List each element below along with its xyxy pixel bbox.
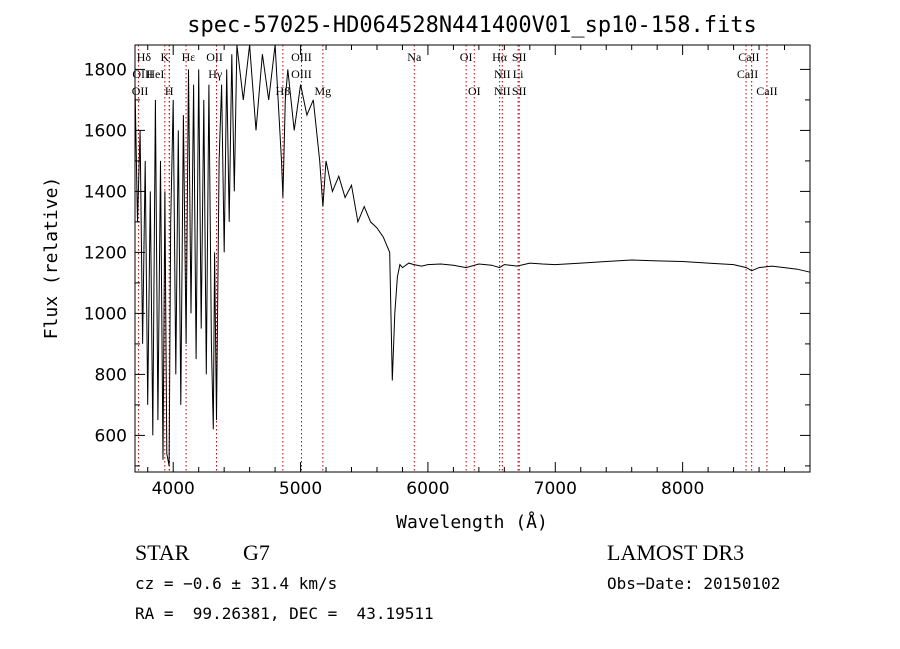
plot-frame <box>134 44 811 473</box>
line-label: HeI <box>146 67 164 81</box>
line-label: H <box>165 84 174 98</box>
line-label: OII <box>206 50 223 64</box>
line-label: CaII <box>738 50 759 64</box>
y-tick-label-2: 1000 <box>84 304 127 324</box>
line-label: CaII <box>737 67 758 81</box>
y-tick-label-6: 1800 <box>84 60 127 80</box>
line-label: OIII <box>291 67 312 81</box>
chart-title: spec-57025-HD064528N441400V01_sp10-158.f… <box>187 13 757 38</box>
line-label: Hα <box>492 50 508 64</box>
line-label: SII <box>512 50 527 64</box>
class-label: STAR <box>135 540 190 565</box>
line-label: Hβ <box>275 84 290 98</box>
obs-date-label: Obs−Date: 20150102 <box>607 574 781 593</box>
y-tick-label-5: 1600 <box>84 121 127 141</box>
line-label: Na <box>407 50 422 64</box>
line-label: OI <box>460 50 473 64</box>
line-label: Hγ <box>208 67 223 81</box>
line-label: NII <box>494 67 511 81</box>
line-label: SII <box>512 84 527 98</box>
line-label: Hδ <box>137 50 152 64</box>
line-label: OII <box>132 84 149 98</box>
spectrum-series <box>134 44 811 466</box>
line-label: Mg <box>315 84 332 98</box>
x-tick-label-3: 7000 <box>534 479 577 499</box>
x-axis-label: Wavelength (Å) <box>396 511 548 533</box>
subclass-label: G7 <box>243 540 270 565</box>
line-label: Li <box>513 67 524 81</box>
x-tick-label-0: 4000 <box>152 479 195 499</box>
y-tick-label-0: 600 <box>95 426 127 446</box>
y-tick-label-1: 800 <box>95 365 127 385</box>
line-label: CaII <box>756 84 777 98</box>
line-label: OI <box>468 84 481 98</box>
line-label: NII <box>494 84 511 98</box>
x-tick-label-2: 6000 <box>406 479 449 499</box>
redshift-label: cz = −0.6 ± 31.4 km/s <box>135 574 338 593</box>
x-tick-label-1: 5000 <box>279 479 322 499</box>
line-label: OIII <box>291 50 312 64</box>
coords-label: RA = 99.26381, DEC = 43.19511 <box>135 604 434 623</box>
y-tick-label-3: 1200 <box>84 243 127 263</box>
line-label: K <box>160 50 169 64</box>
line-label: Hε <box>182 50 196 64</box>
y-tick-label-4: 1400 <box>84 182 127 202</box>
x-tick-label-4: 8000 <box>661 479 704 499</box>
line-label: OIII <box>132 67 153 81</box>
y-axis-label: Flux (relative) <box>41 177 62 340</box>
survey-label: LAMOST DR3 <box>607 540 745 565</box>
